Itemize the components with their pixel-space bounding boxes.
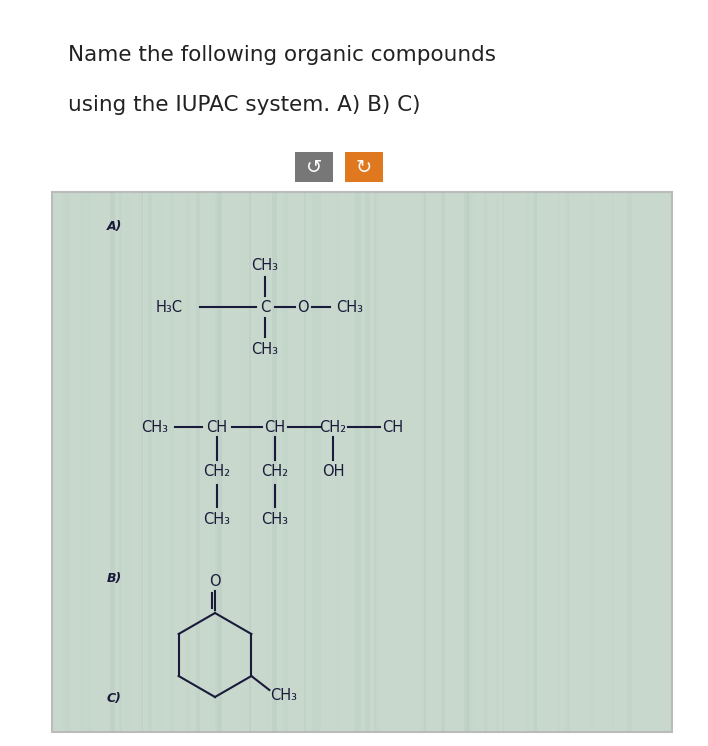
FancyBboxPatch shape — [52, 192, 672, 732]
FancyBboxPatch shape — [346, 192, 348, 732]
FancyBboxPatch shape — [590, 192, 593, 732]
Text: C: C — [260, 299, 270, 315]
FancyBboxPatch shape — [211, 192, 212, 732]
FancyBboxPatch shape — [612, 192, 614, 732]
FancyBboxPatch shape — [534, 192, 537, 732]
FancyBboxPatch shape — [486, 192, 491, 732]
FancyBboxPatch shape — [482, 192, 484, 732]
Text: CH₂: CH₂ — [319, 419, 346, 434]
FancyBboxPatch shape — [418, 192, 421, 732]
Text: C): C) — [107, 692, 122, 705]
Text: using the IUPAC system. A) B) C): using the IUPAC system. A) B) C) — [68, 95, 421, 115]
FancyBboxPatch shape — [312, 192, 316, 732]
FancyBboxPatch shape — [80, 192, 86, 732]
Text: CH: CH — [382, 419, 404, 434]
FancyBboxPatch shape — [148, 192, 152, 732]
FancyBboxPatch shape — [516, 192, 522, 732]
FancyBboxPatch shape — [196, 192, 200, 732]
FancyBboxPatch shape — [141, 192, 143, 732]
Text: CH: CH — [207, 419, 227, 434]
FancyBboxPatch shape — [355, 192, 360, 732]
FancyBboxPatch shape — [217, 192, 222, 732]
FancyBboxPatch shape — [462, 192, 467, 732]
FancyBboxPatch shape — [282, 192, 287, 732]
Text: ↻: ↻ — [356, 157, 372, 177]
FancyBboxPatch shape — [88, 192, 91, 732]
Text: CH₃: CH₃ — [203, 513, 231, 527]
FancyBboxPatch shape — [374, 192, 379, 732]
FancyBboxPatch shape — [375, 192, 376, 732]
Text: CH₃: CH₃ — [142, 419, 169, 434]
FancyBboxPatch shape — [241, 192, 244, 732]
FancyBboxPatch shape — [620, 192, 621, 732]
FancyBboxPatch shape — [229, 192, 231, 732]
Text: B): B) — [107, 572, 122, 585]
Text: CH₃: CH₃ — [261, 513, 288, 527]
FancyBboxPatch shape — [442, 192, 444, 732]
FancyBboxPatch shape — [565, 192, 570, 732]
FancyBboxPatch shape — [129, 192, 132, 732]
FancyBboxPatch shape — [333, 192, 336, 732]
FancyBboxPatch shape — [173, 192, 174, 732]
FancyBboxPatch shape — [467, 192, 472, 732]
Text: A): A) — [107, 220, 122, 233]
FancyBboxPatch shape — [503, 192, 504, 732]
Text: CH₃: CH₃ — [336, 299, 363, 315]
FancyBboxPatch shape — [292, 192, 297, 732]
FancyBboxPatch shape — [267, 192, 268, 732]
FancyBboxPatch shape — [336, 192, 338, 732]
Text: O: O — [297, 299, 309, 315]
FancyBboxPatch shape — [120, 192, 122, 732]
Text: O: O — [209, 574, 221, 589]
FancyBboxPatch shape — [365, 192, 370, 732]
FancyBboxPatch shape — [110, 192, 115, 732]
FancyBboxPatch shape — [304, 192, 306, 732]
FancyBboxPatch shape — [351, 192, 353, 732]
Text: OH: OH — [321, 465, 344, 480]
Text: Name the following organic compounds: Name the following organic compounds — [68, 45, 496, 65]
Text: CH₂: CH₂ — [261, 465, 289, 480]
FancyBboxPatch shape — [441, 192, 445, 732]
FancyBboxPatch shape — [523, 192, 525, 732]
FancyBboxPatch shape — [532, 192, 537, 732]
FancyBboxPatch shape — [327, 192, 331, 732]
Text: CH: CH — [264, 419, 285, 434]
FancyBboxPatch shape — [152, 192, 154, 732]
FancyBboxPatch shape — [496, 192, 499, 732]
FancyBboxPatch shape — [484, 192, 486, 732]
Text: ↺: ↺ — [306, 157, 322, 177]
FancyBboxPatch shape — [158, 192, 161, 732]
FancyBboxPatch shape — [316, 192, 321, 732]
FancyBboxPatch shape — [423, 192, 426, 732]
Text: CH₃: CH₃ — [251, 257, 278, 272]
FancyBboxPatch shape — [464, 192, 469, 732]
Text: CH₂: CH₂ — [203, 465, 231, 480]
FancyBboxPatch shape — [185, 192, 190, 732]
FancyBboxPatch shape — [295, 152, 333, 182]
FancyBboxPatch shape — [496, 192, 497, 732]
FancyBboxPatch shape — [254, 192, 258, 732]
FancyBboxPatch shape — [354, 192, 360, 732]
FancyBboxPatch shape — [249, 192, 251, 732]
FancyBboxPatch shape — [467, 192, 470, 732]
Text: H₃C: H₃C — [156, 299, 183, 315]
FancyBboxPatch shape — [551, 192, 556, 732]
FancyBboxPatch shape — [627, 192, 632, 732]
FancyBboxPatch shape — [345, 152, 383, 182]
FancyBboxPatch shape — [125, 192, 131, 732]
FancyBboxPatch shape — [215, 192, 217, 732]
Text: CH₃: CH₃ — [270, 689, 297, 703]
FancyBboxPatch shape — [272, 192, 278, 732]
Text: CH₃: CH₃ — [251, 342, 278, 357]
FancyBboxPatch shape — [526, 192, 530, 732]
